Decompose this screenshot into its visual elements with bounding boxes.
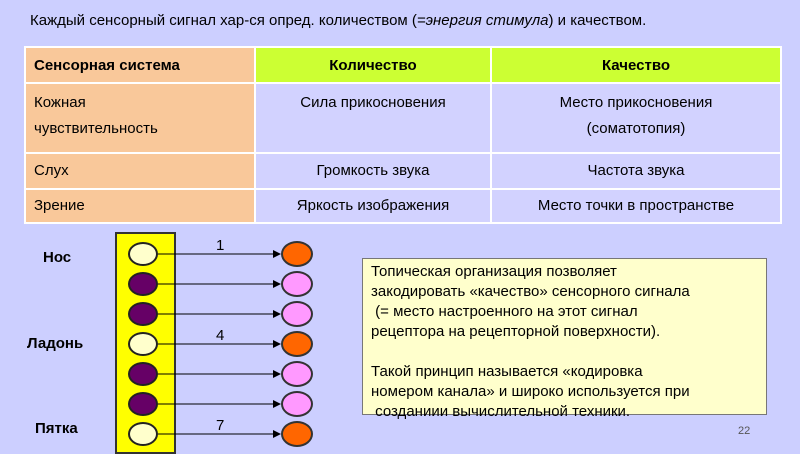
receptor-circle: [128, 332, 158, 356]
table-row: Слух Громкость звука Частота звука: [24, 152, 782, 190]
neuron-circle: [281, 301, 313, 327]
header-quality: Качество: [490, 46, 782, 84]
cell-quantity: Сила прикосновения: [254, 82, 492, 154]
cell-text: Место прикосновения: [559, 94, 713, 111]
cell-system: Кожная чувствительность: [24, 82, 256, 154]
receptor-circle: [128, 392, 158, 416]
neuron-circle: [281, 331, 313, 357]
label-palm: Ладонь: [27, 335, 84, 352]
cell-quality: Место точки в пространстве: [490, 188, 782, 224]
table-row: Зрение Яркость изображения Место точки в…: [24, 188, 782, 224]
slide-title: Каждый сенсорный сигнал хар-ся опред. ко…: [30, 12, 646, 29]
cell-system: Слух: [24, 152, 256, 190]
cell-text: Кожная: [34, 94, 86, 111]
label-nose: Нос: [43, 249, 72, 266]
header-system: Сенсорная система: [24, 46, 256, 84]
table-header-row: Сенсорная система Количество Качество: [24, 46, 782, 84]
page-number: 22: [738, 425, 751, 437]
cell-system: Зрение: [24, 188, 256, 224]
neuron-circle: [281, 271, 313, 297]
neuron-circle: [281, 361, 313, 387]
explanation-paragraph-1: Топическая организация позволяет закодир…: [371, 263, 690, 340]
label-heel: Пятка: [35, 420, 78, 437]
table-row: Кожная чувствительность Сила прикосновен…: [24, 82, 782, 154]
neuron-circle: [281, 421, 313, 447]
cell-quantity: Громкость звука: [254, 152, 492, 190]
receptor-circle: [128, 362, 158, 386]
channel-number-7: 7: [216, 417, 225, 434]
neuron-circle: [281, 391, 313, 417]
cell-text: чувствительность: [34, 120, 158, 137]
title-italic: =энергия стимула: [416, 12, 549, 29]
explanation-box: Топическая организация позволяет закодир…: [362, 258, 767, 420]
title-text: Каждый сенсорный сигнал хар-ся опред. ко…: [30, 12, 417, 29]
cell-quantity: Яркость изображения: [254, 188, 492, 224]
cell-quality: Частота звука: [490, 152, 782, 190]
sensory-table: Сенсорная система Количество Качество Ко…: [24, 46, 782, 224]
title-text-end: ) и качеством.: [548, 12, 647, 29]
cell-quality: Место прикосновения (соматотопия): [490, 82, 782, 154]
receptor-circle: [128, 272, 158, 296]
receptor-circle: [128, 422, 158, 446]
explanation-paragraph-2: Такой принцип называется «кодировка номе…: [371, 363, 690, 420]
neuron-circle: [281, 241, 313, 267]
header-quantity: Количество: [254, 46, 492, 84]
receptor-circle: [128, 302, 158, 326]
channel-number-4: 4: [216, 327, 225, 344]
receptor-circle: [128, 242, 158, 266]
channel-number-1: 1: [216, 237, 225, 254]
cell-text: (соматотопия): [586, 120, 686, 137]
